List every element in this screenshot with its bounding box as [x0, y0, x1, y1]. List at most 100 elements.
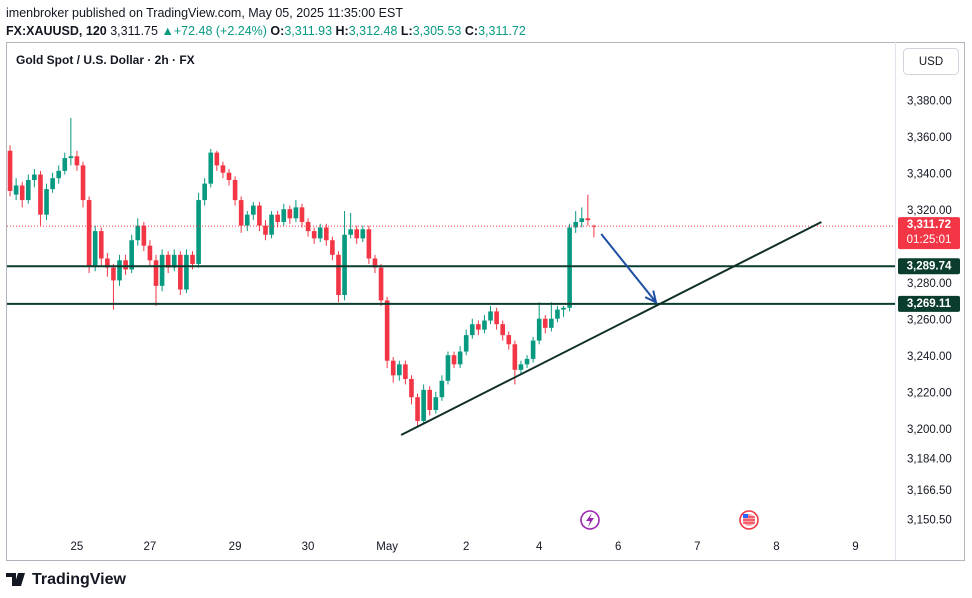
candle-body: [311, 231, 317, 239]
candle-body: [25, 179, 31, 201]
candle-body: [542, 318, 548, 328]
event-icon: [739, 510, 759, 530]
level-label-box: [898, 258, 960, 275]
candle-body: [348, 229, 353, 235]
arrow-line: [600, 233, 657, 303]
y-tick-label: 3,166.50: [907, 485, 952, 497]
candle-body: [457, 351, 463, 365]
ohlc-value: 3,305.53: [412, 24, 462, 38]
candle-body: [512, 344, 518, 370]
candle-body: [469, 324, 475, 336]
y-tick-label: 3,220.00: [907, 388, 952, 400]
candle-body: [390, 360, 396, 376]
candle-body: [567, 227, 572, 308]
candle-body: [445, 355, 451, 381]
candle-body: [384, 300, 390, 361]
candle-body: [202, 183, 207, 201]
y-tick-label: 3,240.00: [907, 351, 952, 363]
symbol: FX:XAUUSD, 120: [6, 24, 107, 38]
candle-body: [159, 254, 165, 286]
publisher: imenbroker published on TradingView.com,…: [6, 6, 403, 20]
x-tick-label: 9: [852, 541, 858, 553]
candle-body: [451, 355, 457, 365]
header: imenbroker published on TradingView.com,…: [6, 4, 526, 40]
candle-body: [184, 254, 189, 290]
candle-body: [530, 340, 536, 359]
y-tick-label: 3,184.00: [907, 453, 952, 465]
ohlc-key: H:: [335, 24, 349, 38]
candle-body: [238, 200, 244, 226]
candle-body: [549, 318, 554, 328]
ohlc-value: 3,311.93: [284, 24, 333, 38]
candle-body: [427, 389, 433, 410]
chart-title: Gold Spot / U.S. Dollar · 2h · FX: [16, 53, 195, 67]
ohlc-value: 3,312.48: [348, 24, 398, 38]
y-tick-label: 3,320.00: [907, 205, 952, 217]
ohlc-key: L:: [400, 24, 413, 38]
candle-body: [38, 174, 43, 215]
change: +72.48 (+2.24%): [173, 24, 267, 38]
candle-body: [330, 240, 335, 255]
candle-body: [129, 240, 134, 270]
candle-body: [196, 200, 201, 264]
candle-body: [482, 320, 487, 330]
candle-body: [214, 152, 220, 166]
candle-body: [488, 311, 493, 321]
candle-body: [123, 260, 128, 270]
candle-body: [536, 318, 542, 341]
ohlc-value: 3,311.72: [478, 24, 526, 38]
candle-body: [403, 364, 408, 379]
currency[interactable]: USD: [919, 56, 943, 68]
candle-body: [74, 156, 80, 166]
candle-body: [56, 170, 62, 179]
level-label: 3,289.74: [907, 260, 952, 272]
event-icon: [580, 510, 600, 530]
candle-body: [153, 260, 159, 286]
y-tick-label: 3,200.00: [907, 424, 952, 436]
x-tick-label: 7: [694, 541, 700, 553]
chart-frame: [6, 42, 965, 561]
x-tick-label: 25: [71, 541, 84, 553]
up-arrow: ▲: [161, 24, 174, 38]
candle-body: [165, 254, 171, 268]
candle-body: [226, 172, 232, 180]
candle-body: [178, 254, 183, 290]
candle-body: [208, 152, 214, 184]
candle-body: [68, 156, 74, 159]
candle-body: [50, 178, 55, 190]
candle-body: [360, 229, 366, 239]
y-tick-label: 3,280.00: [907, 278, 952, 290]
candle-body: [171, 254, 177, 268]
candle-body: [421, 389, 426, 421]
candle-body: [518, 364, 524, 370]
candle-body: [366, 229, 372, 259]
level-label-box: [898, 295, 960, 312]
currency-button[interactable]: [903, 48, 959, 75]
y-tick-label: 3,360.00: [907, 132, 952, 144]
candle-body: [555, 309, 560, 319]
candle-body: [524, 358, 530, 365]
x-tick-label: 4: [536, 541, 543, 553]
y-tick-label: 3,150.50: [907, 514, 952, 526]
x-tick-label: 8: [773, 541, 779, 553]
x-tick-label: 2: [463, 541, 469, 553]
candle-body: [281, 209, 287, 222]
symbol-line: FX:XAUUSD, 120 3,311.75 ▲+72.48 (+2.24%)…: [6, 22, 526, 40]
candle-body: [263, 225, 268, 235]
countdown: 01:25:01: [907, 234, 952, 246]
candle-body: [476, 324, 481, 330]
candle-body: [86, 200, 92, 266]
candle-body: [293, 207, 299, 219]
price: 3,311.75: [110, 24, 158, 38]
candle-body: [251, 205, 256, 215]
candle-body: [342, 234, 347, 295]
candle-body: [105, 258, 110, 268]
candle-body: [305, 221, 311, 232]
ohlc-key: O:: [270, 24, 285, 38]
candle-body: [62, 158, 68, 171]
candle-body: [287, 209, 293, 219]
candle-body: [354, 229, 360, 239]
candle-body: [135, 225, 141, 241]
